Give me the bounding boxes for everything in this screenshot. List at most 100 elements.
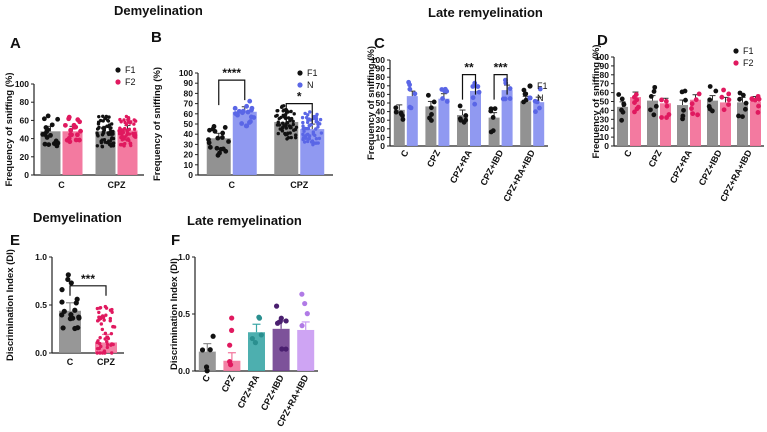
data-point <box>68 131 74 137</box>
significance-label: *** <box>81 272 95 286</box>
data-point <box>104 313 108 317</box>
data-point <box>472 101 478 107</box>
x-tick-label: CPZ+IBD <box>478 148 505 187</box>
data-point <box>707 97 713 103</box>
y-axis-label: Discrimination Index (DI) <box>5 249 16 361</box>
data-point <box>457 103 463 109</box>
data-point <box>249 335 255 342</box>
x-tick-label: C <box>399 148 411 159</box>
bar-f2 <box>117 130 138 175</box>
data-point <box>279 346 285 352</box>
data-point <box>109 142 114 147</box>
data-point <box>429 112 434 117</box>
significance-label: ** <box>464 61 474 75</box>
data-point <box>693 97 699 103</box>
data-point <box>283 318 289 324</box>
data-point <box>222 125 228 130</box>
data-point <box>696 91 702 97</box>
data-point <box>301 124 305 128</box>
data-point <box>122 135 126 139</box>
data-point <box>534 99 540 105</box>
legend-marker-f2 <box>115 79 121 85</box>
data-point <box>122 118 126 122</box>
y-tick-label: 100 <box>595 52 609 62</box>
data-point <box>306 126 311 131</box>
data-point <box>111 129 115 134</box>
data-point <box>706 104 712 109</box>
data-point <box>110 307 114 312</box>
data-point <box>95 319 100 323</box>
data-point <box>75 132 80 138</box>
data-point <box>280 121 285 125</box>
data-point <box>67 139 73 145</box>
data-point <box>109 137 114 141</box>
data-point <box>72 325 78 332</box>
bar-f1 <box>737 102 748 146</box>
data-point <box>289 135 293 140</box>
significance-bracket <box>461 74 477 100</box>
data-point <box>110 342 114 346</box>
y-tick-label: 60 <box>376 89 386 99</box>
data-point <box>521 87 527 93</box>
data-point <box>124 114 129 119</box>
data-point <box>277 123 282 127</box>
significance-label: *** <box>494 61 508 75</box>
y-tick-label: 30 <box>184 139 194 149</box>
data-point <box>122 126 127 131</box>
data-point <box>288 131 292 135</box>
data-point <box>300 115 305 120</box>
x-tick-label: CPZ+RA <box>448 148 474 185</box>
data-point <box>207 347 213 353</box>
data-point <box>107 123 112 127</box>
data-point <box>755 93 761 99</box>
y-tick-label: 0.0 <box>178 366 190 376</box>
y-tick-label: 50 <box>600 97 610 107</box>
data-point <box>314 116 319 121</box>
legend-label-n: N <box>537 93 544 103</box>
panel-label-f: F <box>171 232 180 249</box>
y-tick-label: 40 <box>20 134 30 144</box>
data-point <box>215 135 221 141</box>
bar-n <box>501 90 513 146</box>
data-point <box>73 124 79 130</box>
data-point <box>78 128 83 134</box>
data-point <box>314 137 319 141</box>
data-point <box>736 113 741 119</box>
data-point <box>652 84 658 90</box>
data-point <box>310 139 315 143</box>
data-point <box>107 139 111 143</box>
y-tick-label: 80 <box>376 72 386 82</box>
data-point <box>45 113 51 119</box>
data-point <box>293 135 298 140</box>
data-point <box>103 116 107 121</box>
y-axis-label: Discrimination Index (DI) <box>169 258 180 370</box>
data-point <box>99 322 104 326</box>
x-tick-label: C <box>58 180 65 190</box>
data-point <box>247 98 253 104</box>
data-point <box>616 92 622 97</box>
data-point <box>118 130 122 134</box>
data-point <box>118 126 122 130</box>
data-point <box>319 131 324 135</box>
data-point <box>289 125 293 129</box>
data-point <box>681 107 686 113</box>
y-tick-label: 40 <box>376 107 386 117</box>
legend-label-f1: F1 <box>125 65 136 75</box>
data-point <box>111 132 115 136</box>
data-point <box>663 98 669 104</box>
data-point <box>634 97 640 103</box>
data-point <box>400 117 406 122</box>
data-point <box>458 117 464 123</box>
data-point <box>740 114 745 120</box>
data-point <box>210 333 216 339</box>
x-tick-label: CPZ+RA+IBD <box>501 148 537 203</box>
bar-c <box>59 310 81 353</box>
data-point <box>106 336 111 341</box>
data-point <box>294 125 299 129</box>
data-point <box>97 315 101 319</box>
data-point <box>121 130 126 135</box>
y-tick-label: 20 <box>184 150 194 160</box>
data-point <box>306 113 310 117</box>
data-point <box>65 272 71 278</box>
